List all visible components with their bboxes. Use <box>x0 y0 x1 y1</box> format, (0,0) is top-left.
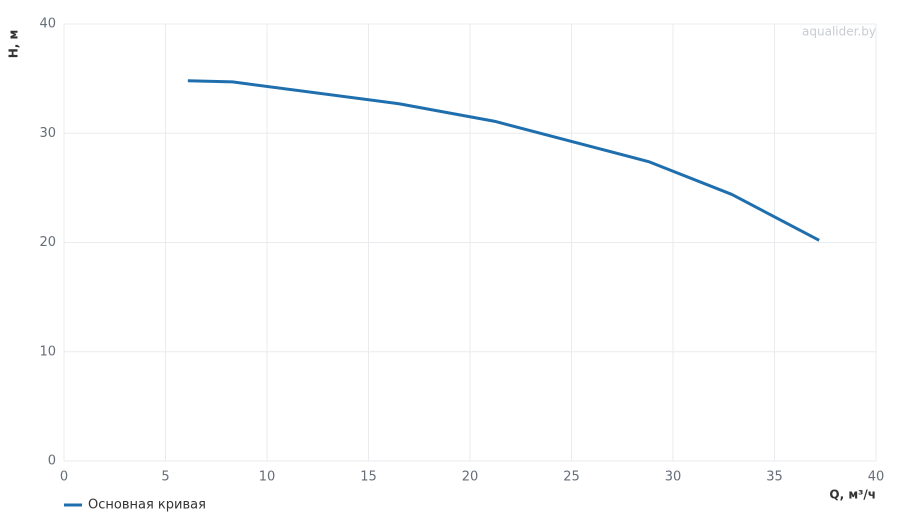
watermark: aqualider.by <box>802 25 876 39</box>
y-tick-label: 0 <box>48 454 56 469</box>
y-tick-label: 40 <box>39 17 56 32</box>
x-tick-label: 10 <box>259 470 276 485</box>
x-tick-label: 25 <box>563 470 580 485</box>
y-tick-label: 20 <box>39 235 56 250</box>
y-tick-label: 10 <box>39 344 56 359</box>
y-axis-label: H, м <box>7 30 21 59</box>
x-tick-label: 15 <box>360 470 377 485</box>
x-tick-label: 40 <box>868 470 885 485</box>
y-tick-label: 30 <box>39 126 56 141</box>
legend-label: Основная кривая <box>88 498 206 513</box>
x-tick-label: 35 <box>766 470 783 485</box>
curve <box>187 79 820 242</box>
x-axis-label: Q, м³/ч <box>829 488 876 502</box>
x-tick-label: 5 <box>161 470 169 485</box>
x-tick-label: 0 <box>60 470 68 485</box>
x-tick-label: 30 <box>665 470 682 485</box>
x-tick-label: 20 <box>462 470 479 485</box>
